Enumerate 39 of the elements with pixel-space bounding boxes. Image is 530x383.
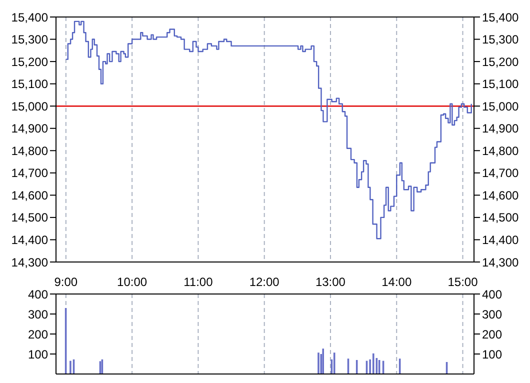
y-tick-label: 14,800 bbox=[11, 144, 48, 158]
x-tick-label: 13:00 bbox=[315, 275, 346, 289]
y-tick-label: 15,000 bbox=[11, 99, 48, 114]
y2-tick-label: 14,500 bbox=[482, 210, 520, 225]
y2-tick-label: 14,300 bbox=[482, 255, 520, 270]
y-tick-label: 15,200 bbox=[11, 54, 48, 69]
x-tick-label: 15:00 bbox=[448, 275, 478, 289]
y2-tick-label: 14,700 bbox=[482, 166, 520, 180]
y-tick-label: 100 bbox=[28, 347, 48, 362]
y2-tick-label: 14,400 bbox=[482, 232, 520, 247]
y-tick-label: 15,400 bbox=[11, 10, 48, 24]
x-tick-label: 11:00 bbox=[184, 275, 214, 289]
y2-tick-label: 14,900 bbox=[482, 122, 520, 136]
y2-tick-label: 400 bbox=[482, 287, 502, 302]
y2-tick-label: 15,000 bbox=[482, 99, 520, 114]
x-tick-label: 9:00 bbox=[54, 275, 78, 289]
y2-tick-label: 100 bbox=[482, 347, 502, 362]
x-tick-label: 14:00 bbox=[382, 275, 412, 289]
y-tick-label: 14,400 bbox=[11, 232, 48, 247]
y2-tick-label: 15,300 bbox=[482, 32, 520, 47]
y2-tick-label: 15,100 bbox=[482, 77, 520, 92]
y2-tick-label: 15,400 bbox=[482, 10, 520, 24]
x-tick-label: 12:00 bbox=[249, 275, 280, 289]
y-tick-label: 14,700 bbox=[11, 166, 48, 180]
x-tick-label: 10:00 bbox=[117, 275, 148, 289]
y-tick-label: 14,600 bbox=[11, 188, 48, 202]
y-tick-label: 14,900 bbox=[11, 122, 48, 136]
y-tick-label: 400 bbox=[28, 287, 48, 302]
y-tick-label: 14,500 bbox=[11, 210, 48, 225]
y-tick-label: 300 bbox=[28, 307, 48, 322]
y-tick-label: 200 bbox=[28, 327, 48, 342]
y-tick-label: 15,100 bbox=[11, 77, 48, 92]
y2-tick-label: 200 bbox=[482, 327, 502, 342]
y-tick-label: 14,300 bbox=[11, 255, 48, 270]
y2-tick-label: 15,200 bbox=[482, 54, 520, 69]
y2-tick-label: 300 bbox=[482, 307, 502, 322]
y-tick-label: 15,300 bbox=[11, 32, 48, 47]
y2-tick-label: 14,800 bbox=[482, 144, 520, 158]
y2-tick-label: 14,600 bbox=[482, 188, 520, 202]
